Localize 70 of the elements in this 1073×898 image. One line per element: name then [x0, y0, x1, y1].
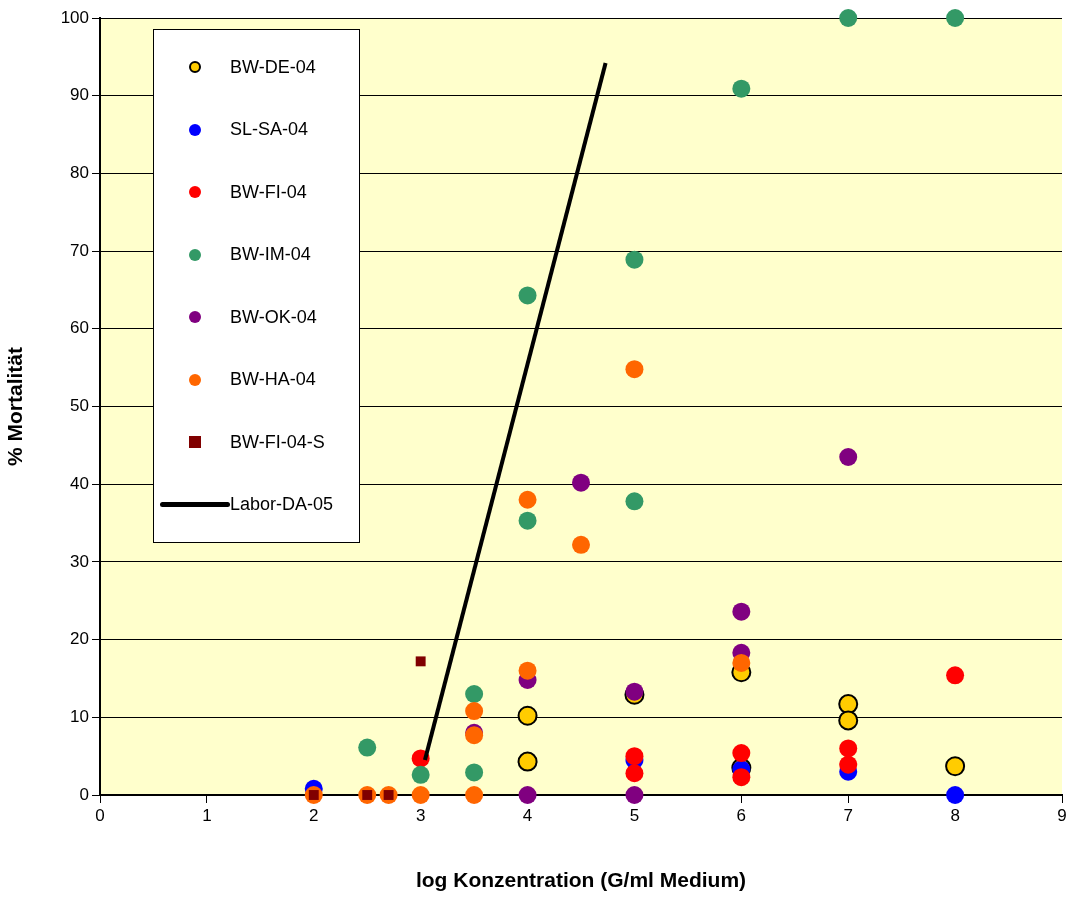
- x-tick-label: 1: [202, 805, 212, 825]
- point: [518, 511, 537, 530]
- point: [625, 764, 644, 783]
- x-tick-label: 7: [843, 805, 853, 825]
- point: [732, 744, 751, 763]
- point: [625, 250, 644, 269]
- point: [518, 661, 537, 680]
- point: [572, 535, 590, 554]
- y-tick-label: 0: [79, 784, 89, 804]
- point: [839, 755, 858, 774]
- point: [732, 79, 751, 98]
- y-tick-label: 100: [60, 7, 89, 27]
- y-axis-title: % Mortalität: [3, 346, 27, 467]
- point: [358, 738, 377, 757]
- point: [946, 786, 965, 804]
- legend-label: BW-FI-04: [230, 181, 307, 203]
- legend-label: BW-HA-04: [230, 369, 316, 391]
- point: [465, 702, 484, 721]
- x-tick-label: 8: [950, 805, 960, 825]
- y-tick-label: 80: [70, 163, 89, 183]
- point: [946, 666, 965, 685]
- legend-label: BW-IM-04: [230, 244, 311, 266]
- legend-label: Labor-DA-05: [230, 494, 334, 516]
- legend-label: BW-FI-04-S: [230, 431, 325, 453]
- legend-label: BW-DE-04: [230, 56, 316, 78]
- y-tick-label: 70: [70, 240, 89, 260]
- legend-label: SL-SA-04: [230, 119, 309, 141]
- point: [465, 684, 484, 703]
- y-tick-label: 50: [70, 396, 89, 416]
- point: [625, 492, 644, 511]
- point: [411, 786, 430, 804]
- point: [625, 786, 644, 804]
- x-axis-title: log Konzentration (G/ml Medium): [415, 868, 747, 892]
- y-tick-label: 40: [70, 473, 89, 493]
- point: [945, 756, 966, 777]
- x-tick-label: 2: [309, 805, 319, 825]
- point: [517, 705, 538, 726]
- point: [838, 694, 859, 715]
- point: [517, 751, 538, 772]
- x-tick-label: 3: [415, 805, 426, 825]
- point: [732, 768, 751, 787]
- y-tick-label: 10: [70, 706, 89, 726]
- point: [465, 763, 484, 782]
- point: [625, 682, 644, 701]
- point: [518, 786, 537, 804]
- point: [625, 747, 644, 766]
- point: [839, 9, 858, 27]
- y-tick-label: 30: [70, 551, 89, 571]
- x-tick-label: 9: [1057, 805, 1067, 825]
- x-tick-label: 4: [522, 805, 533, 825]
- x-tick-label: 0: [95, 805, 105, 825]
- x-tick-label: 6: [736, 805, 747, 825]
- y-tick-label: 20: [70, 629, 89, 649]
- y-tick-label: 90: [70, 85, 89, 105]
- y-tick-label: 60: [70, 318, 89, 338]
- point: [572, 473, 590, 492]
- point: [411, 765, 430, 784]
- point: [415, 656, 426, 667]
- point: [518, 490, 537, 509]
- point: [732, 602, 751, 621]
- point: [465, 786, 484, 804]
- point: [518, 286, 537, 305]
- legend-label: BW-OK-04: [230, 306, 317, 328]
- x-tick-label: 5: [629, 805, 640, 825]
- point: [839, 739, 858, 758]
- point: [946, 9, 965, 27]
- point: [839, 448, 858, 467]
- point: [732, 653, 751, 672]
- point: [838, 710, 859, 731]
- point: [625, 360, 644, 379]
